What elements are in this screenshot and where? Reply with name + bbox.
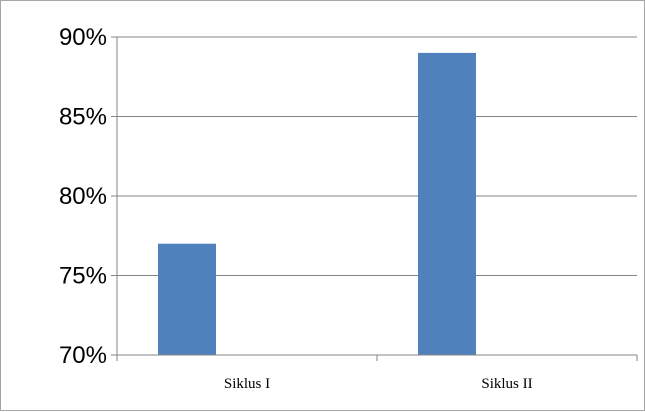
bars (158, 52, 476, 356)
y-tick-label: 90% (59, 24, 107, 51)
y-tick-label: 85% (59, 104, 107, 131)
y-tick-label: 75% (59, 263, 107, 290)
axes (111, 36, 638, 361)
y-tick-label: 70% (59, 342, 107, 369)
tick-labels: 70% 75% 80% 85% 90% Siklus I Siklus II (59, 24, 533, 392)
bar (158, 243, 216, 355)
x-tick-label: Siklus I (224, 376, 270, 392)
y-tick-label: 80% (59, 183, 107, 210)
x-tick-label: Siklus II (481, 376, 532, 392)
bar (418, 52, 476, 356)
gridlines (117, 36, 637, 276)
